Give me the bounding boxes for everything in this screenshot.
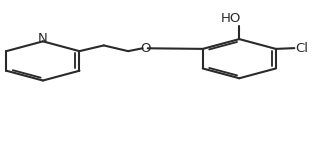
Text: HO: HO: [221, 12, 241, 24]
Text: Cl: Cl: [295, 42, 308, 55]
Text: O: O: [140, 42, 150, 55]
Text: N: N: [38, 32, 48, 45]
